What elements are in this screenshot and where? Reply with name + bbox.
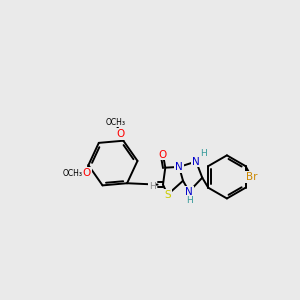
Text: H: H: [186, 196, 193, 205]
Text: N: N: [192, 157, 200, 166]
Text: O: O: [116, 129, 125, 139]
Text: OCH₃: OCH₃: [62, 169, 82, 178]
Text: OCH₃: OCH₃: [105, 118, 125, 127]
Text: H: H: [200, 148, 207, 158]
Text: S: S: [164, 190, 171, 200]
Text: H: H: [149, 182, 156, 191]
Text: N: N: [185, 187, 193, 196]
Text: Br: Br: [246, 172, 257, 182]
Text: O: O: [82, 168, 91, 178]
Text: N: N: [175, 162, 183, 172]
Text: O: O: [159, 150, 167, 160]
